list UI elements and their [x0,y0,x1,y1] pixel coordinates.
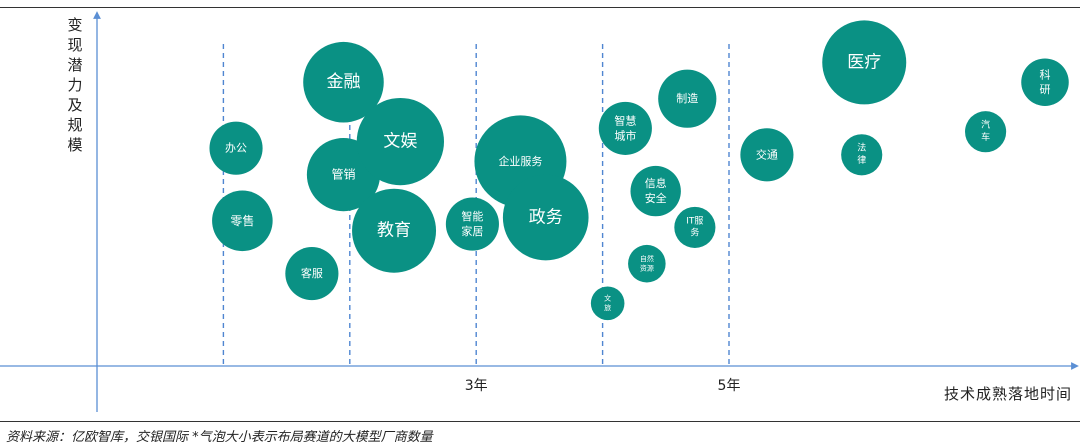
bubble-label: 智慧 [614,113,636,127]
bubble-label: 制造 [676,91,698,105]
x-tick-label: 5年 [718,378,741,394]
bubble-circle [598,101,652,155]
bubble-label: 教育 [377,221,411,241]
y-axis-label-char: 变 [67,16,82,34]
bubble-label: 家居 [461,224,483,238]
bubble-label: 文娱 [383,132,417,152]
bubble-circle [1021,58,1069,106]
bubble: 文旅 [590,286,625,321]
bubble-circle [965,111,1007,153]
bubble-circle [674,206,716,248]
bubble: 政务 [502,174,589,261]
bubble-label: 科 [1040,67,1051,81]
bubble-label: 安全 [645,191,667,205]
bubble-label: 车 [981,131,990,143]
top-rule [0,7,1080,8]
bubble-circle [590,286,625,321]
bubble-label: 律 [857,154,866,166]
bubble: 文娱 [356,97,444,186]
bubble-circle [658,69,717,128]
bubble-label: 文 [604,294,611,303]
bubble-label: IT服 [686,215,703,226]
bubble-circle [445,197,499,251]
bubble-label: 交通 [756,147,778,161]
bubble-circle [502,174,589,261]
bubble-label: 企业服务 [498,154,542,168]
x-tick-labels: 3年 5年 [465,378,741,394]
bubble-label: 零售 [230,213,254,228]
bubble: 教育 [352,188,437,273]
y-axis-label-char: 模 [67,136,82,154]
y-axis-label-char: 潜 [67,56,82,74]
axes [0,11,1079,412]
bubble: 交通 [740,128,794,182]
bubble-circle [841,134,883,176]
x-axis-label: 技术成熟落地时间 [944,385,1072,403]
bubble-label: 务 [690,226,699,238]
bubble-circle [285,247,339,301]
x-tick-label: 3年 [465,378,488,394]
bubble: 制造 [658,69,717,128]
bubble-circle [822,20,907,105]
bubble-label: 医疗 [847,52,881,72]
bubble-circle [356,97,444,186]
bubble-label: 法 [857,142,866,154]
bubble-label: 城市 [614,128,636,142]
bubble-label: 政务 [529,208,563,228]
bubble-label: 客服 [301,266,323,280]
y-axis-label-char: 现 [67,36,82,54]
bubble: 客服 [285,247,339,301]
bubble: 科研 [1021,58,1069,106]
bubble-circle [628,244,666,283]
bubble-circle [740,128,794,182]
bubble-circle [352,188,437,273]
bubble: 法律 [841,134,883,176]
source-note: 资料来源：亿欧智库，交银国际 *气泡大小表示布局赛道的大模型厂商数量 [6,430,433,445]
bubble-label: 金融 [326,72,360,92]
bubble-label: 汽 [981,119,990,131]
y-axis-label-char: 及 [67,96,82,114]
bubble: 汽车 [965,111,1007,153]
y-axis-label-char: 规 [67,116,82,134]
bubble-label: 办公 [225,142,247,155]
bubble-circle [303,41,384,123]
bubble: 办公 [209,121,263,175]
bubble-label: 信息 [645,176,667,190]
bubble-circle [212,190,273,252]
bubbles: 办公零售客服金融管销文娱教育智能家居企业服务政务智慧城市制造信息安全IT服务自然… [209,20,1069,321]
bubble-label: 自然 [640,254,654,263]
bubble-circle [209,121,263,175]
bubble: 医疗 [822,20,907,105]
bottom-rule [0,421,1080,422]
bubble-label: 管销 [331,167,355,182]
bubble-label: 资源 [640,263,654,272]
bubble-label: 智能 [461,209,483,223]
bubble-circle [630,165,681,217]
bubble: 零售 [212,190,273,252]
bubble: 金融 [303,41,384,123]
bubble-label: 旅 [604,303,611,312]
y-axis-label-char: 力 [67,76,82,94]
bubble-label: 研 [1040,83,1051,96]
